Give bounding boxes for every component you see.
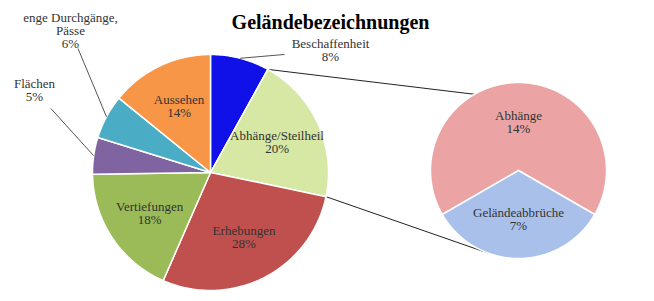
svg-text:Flächen5%: Flächen5% <box>14 76 56 104</box>
svg-text:Erhebungen28%: Erhebungen28% <box>213 223 276 251</box>
svg-text:Vertiefungen18%: Vertiefungen18% <box>116 199 184 227</box>
svg-text:Abhänge/Steilheil20%: Abhänge/Steilheil20% <box>230 128 324 156</box>
svg-text:enge Durchgänge,Pässe6%: enge Durchgänge,Pässe6% <box>23 10 118 51</box>
svg-text:Beschaffenheit8%: Beschaffenheit8% <box>292 36 370 64</box>
svg-text:Geländebezeichnungen: Geländebezeichnungen <box>232 11 430 34</box>
svg-text:Aussehen14%: Aussehen14% <box>154 92 205 120</box>
svg-text:Geländeabbrüche7%: Geländeabbrüche7% <box>473 205 564 233</box>
svg-text:Abhänge14%: Abhänge14% <box>495 108 542 136</box>
